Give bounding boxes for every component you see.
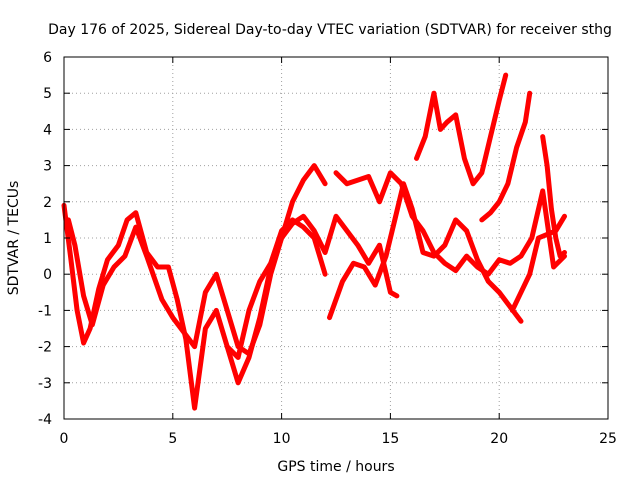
y-tick-label: 2 — [43, 195, 52, 211]
x-tick-label: 5 — [168, 431, 177, 447]
series-track-2 — [65, 213, 400, 357]
series-track-6 — [414, 72, 509, 187]
chart-title: Day 176 of 2025, Sidereal Day-to-day VTE… — [48, 22, 612, 38]
y-tick-label: -1 — [38, 303, 52, 319]
x-tick-label: 25 — [599, 431, 617, 447]
y-axis-label: SDTVAR / TECUs — [6, 181, 22, 296]
series-track-5 — [333, 170, 567, 277]
series-track-9 — [540, 134, 567, 259]
x-tick-label: 10 — [273, 431, 291, 447]
y-tick-label: 4 — [43, 122, 52, 138]
data-series — [61, 72, 567, 411]
y-tick-label: 5 — [43, 86, 52, 102]
y-tick-label: 0 — [43, 267, 52, 283]
x-axis-label: GPS time / hours — [277, 459, 394, 475]
y-tick-label: -3 — [38, 376, 52, 392]
series-track-4 — [327, 181, 524, 324]
y-tick-label: 3 — [43, 159, 52, 175]
x-tick-label: 15 — [381, 431, 399, 447]
y-tick-label: -4 — [38, 412, 52, 428]
y-tick-label: -2 — [38, 340, 52, 356]
series-track-3 — [224, 163, 328, 386]
y-tick-label: 6 — [43, 50, 52, 66]
series-track-7 — [479, 90, 533, 223]
x-tick-label: 0 — [60, 431, 69, 447]
y-tick-label: 1 — [43, 231, 52, 247]
x-tick-label: 20 — [490, 431, 508, 447]
axis-ticks: 0 5 10 15 20 25 -4 -3 -2 -1 0 1 2 3 4 5 6 — [38, 50, 617, 447]
